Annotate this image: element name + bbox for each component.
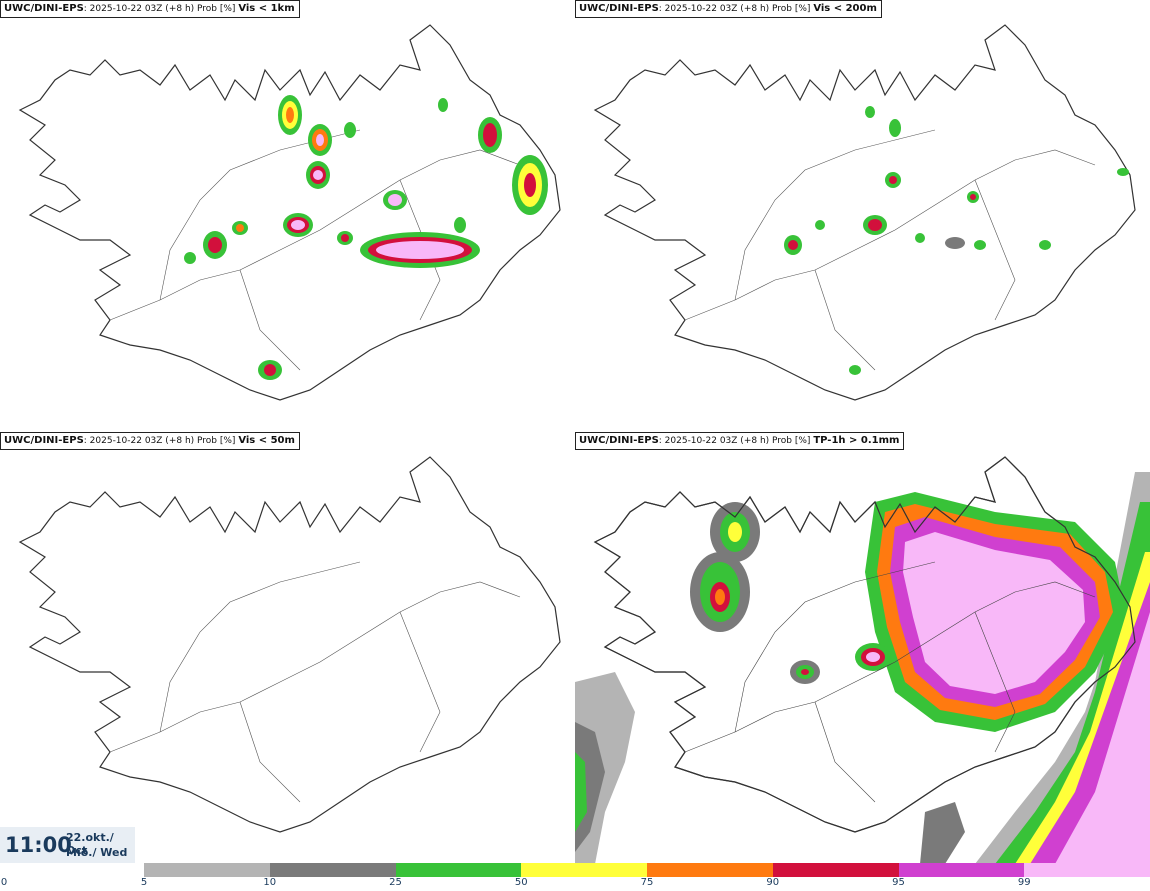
map-tp-1h — [575, 456, 1150, 864]
colorbar-tick-label: 0 — [0, 877, 8, 888]
valid-time-box: 11:00 22.okt./ Oct Mið./ Wed — [0, 827, 135, 863]
panel-vis-50m: UWC/DINI-EPS: 2025-10-22 03Z (+8 h) Prob… — [0, 432, 575, 864]
panel-vis-200m: UWC/DINI-EPS: 2025-10-22 03Z (+8 h) Prob… — [575, 0, 1150, 432]
panel-vis-1km: UWC/DINI-EPS: 2025-10-22 03Z (+8 h) Prob… — [0, 0, 575, 432]
colorbar-segment — [395, 863, 522, 877]
panel-title: UWC/DINI-EPS: 2025-10-22 03Z (+8 h) Prob… — [575, 0, 882, 18]
map-vis-200m — [594, 24, 1136, 401]
valid-weekday: Mið./ Wed — [66, 846, 128, 859]
valid-time: 11:00 — [5, 833, 72, 857]
colorbar-tick-label: 10 — [263, 877, 277, 888]
colorbar-tick-label: 95 — [892, 877, 905, 888]
colorbar-tick-label: 50 — [514, 877, 528, 888]
colorbar-segment — [1024, 863, 1150, 877]
valid-date: 22.okt./ Oct — [66, 831, 114, 857]
colorbar — [144, 863, 1150, 877]
colorbar-tick-label: 25 — [389, 877, 402, 888]
colorbar-segment — [144, 863, 271, 877]
colorbar-segment — [772, 863, 899, 877]
colorbar-segment — [269, 863, 396, 877]
colorbar-tick-label: 5 — [140, 877, 148, 888]
precip-fields — [575, 472, 1150, 864]
prob-blobs — [184, 95, 548, 380]
colorbar-tick-label: 75 — [640, 877, 654, 888]
panel-title: UWC/DINI-EPS: 2025-10-22 03Z (+8 h) Prob… — [575, 432, 905, 450]
colorbar-tick-label: 99 — [1017, 877, 1031, 888]
panel-tp-1h: UWC/DINI-EPS: 2025-10-22 03Z (+8 h) Prob… — [575, 432, 1150, 864]
map-vis-1km — [19, 24, 561, 401]
map-vis-50m — [19, 456, 561, 833]
prob-blobs — [784, 106, 1129, 375]
colorbar-tick-label: 90 — [766, 877, 780, 888]
panel-title: UWC/DINI-EPS: 2025-10-22 03Z (+8 h) Prob… — [0, 0, 300, 18]
colorbar-segment — [647, 863, 774, 877]
colorbar-segment — [521, 863, 648, 877]
panel-title: UWC/DINI-EPS: 2025-10-22 03Z (+8 h) Prob… — [0, 432, 300, 450]
colorbar-segment — [898, 863, 1025, 877]
